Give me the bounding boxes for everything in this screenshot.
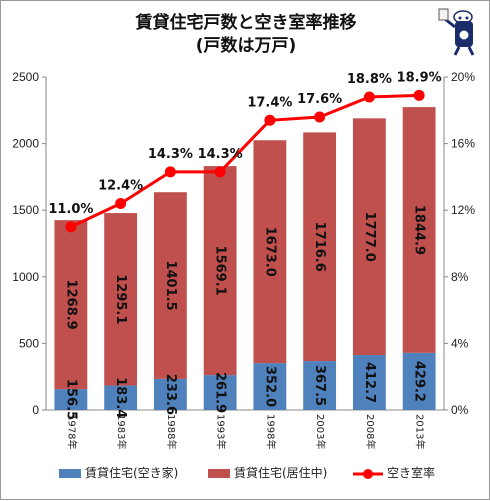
bar-vacant-label: 233.6 xyxy=(163,374,178,415)
x-tick-label: 2013年 xyxy=(414,414,427,449)
y-tick-label: 500 xyxy=(19,336,39,350)
x-tick-label: 1998年 xyxy=(264,414,277,449)
rate-point xyxy=(115,198,127,210)
x-tick-label: 1983年 xyxy=(115,414,128,449)
rate-label: 14.3% xyxy=(148,147,193,162)
y-tick-label: 2000 xyxy=(12,137,39,151)
legend-marker-rate xyxy=(363,469,373,479)
bar-vacant xyxy=(203,375,237,410)
x-tick-label: 1988年 xyxy=(165,414,178,449)
rate-point xyxy=(164,166,176,178)
y2-tick-label: 0% xyxy=(451,403,469,417)
bar-vacant xyxy=(54,389,88,410)
chart-subtitle: (戸数は万戸) xyxy=(196,35,297,56)
x-tick-label: 1993年 xyxy=(215,414,228,449)
rate-line xyxy=(70,93,420,229)
x-tick-label: 2008年 xyxy=(364,414,377,449)
y2-tick-label: 8% xyxy=(451,270,469,284)
bar-occupied xyxy=(104,213,138,386)
bar-occupied-label: 1844.9 xyxy=(412,205,427,255)
bar-occupied-label: 1569.1 xyxy=(213,246,228,296)
y2-tick-label: 4% xyxy=(451,336,469,350)
bar-occupied-label: 1716.6 xyxy=(312,222,327,272)
bar-vacant xyxy=(153,378,187,410)
bar-occupied xyxy=(54,220,88,390)
y-tick-label: 2500 xyxy=(12,70,39,84)
rate-label: 14.3% xyxy=(198,147,243,162)
rate-point xyxy=(264,114,276,126)
bar-vacant-label: 412.7 xyxy=(362,362,377,403)
chart-title: 賃貸住宅戸数と空き室率推移 xyxy=(135,12,357,33)
legend-label-occupied: 賃貸住宅(居住中) xyxy=(234,465,327,480)
bar-occupied-label: 1401.5 xyxy=(163,260,178,310)
rate-label: 17.4% xyxy=(247,95,292,110)
legend-label-rate: 空き室率 xyxy=(387,465,435,480)
bar-occupied-label: 1777.0 xyxy=(362,212,377,262)
bar-vacant xyxy=(104,385,138,410)
bar-occupied xyxy=(153,192,187,379)
legend-label-vacant: 賃貸住宅(空き家) xyxy=(85,465,178,480)
bar-vacant xyxy=(253,363,287,410)
rate-point xyxy=(363,91,375,103)
rate-label: 18.9% xyxy=(397,70,442,85)
bar-vacant-label: 352.0 xyxy=(262,366,277,407)
y2-tick-label: 20% xyxy=(451,70,475,84)
rate-point xyxy=(314,111,326,123)
y-tick-label: 1500 xyxy=(12,203,39,217)
bar-occupied xyxy=(402,107,436,353)
bar-occupied-label: 1295.1 xyxy=(113,274,128,324)
bar-vacant-label: 183.4 xyxy=(113,377,128,418)
legend-swatch-occupied xyxy=(208,469,230,478)
bar-vacant-label: 156.5 xyxy=(63,379,78,420)
y2-tick-label: 16% xyxy=(451,137,475,151)
rate-point xyxy=(65,221,77,233)
rate-point xyxy=(413,89,425,101)
bar-occupied xyxy=(352,118,386,356)
legend-swatch-vacant xyxy=(59,469,81,478)
x-tick-label: 1978年 xyxy=(65,414,78,449)
y-tick-label: 1000 xyxy=(12,270,39,284)
rate-label: 11.0% xyxy=(48,202,93,217)
mascot-icon xyxy=(438,8,475,56)
y2-tick-label: 12% xyxy=(451,203,475,217)
y-tick-label: 0 xyxy=(32,403,39,417)
bar-occupied-label: 1673.0 xyxy=(262,227,277,277)
bar-vacant-label: 261.9 xyxy=(213,372,228,413)
rate-label: 17.6% xyxy=(297,92,342,107)
bar-occupied xyxy=(203,166,237,376)
bar-occupied xyxy=(253,140,287,364)
bar-vacant xyxy=(303,361,337,410)
x-tick-label: 2003年 xyxy=(314,414,327,449)
bar-vacant-label: 429.2 xyxy=(412,361,427,402)
rate-point xyxy=(214,166,226,178)
bar-vacant xyxy=(402,352,436,410)
rate-label: 18.8% xyxy=(347,72,392,87)
bar-vacant-label: 367.5 xyxy=(312,365,327,406)
bar-occupied xyxy=(303,132,337,362)
rate-label: 12.4% xyxy=(98,179,143,194)
bar-vacant xyxy=(352,355,386,410)
bar-occupied-label: 1268.9 xyxy=(63,280,78,330)
